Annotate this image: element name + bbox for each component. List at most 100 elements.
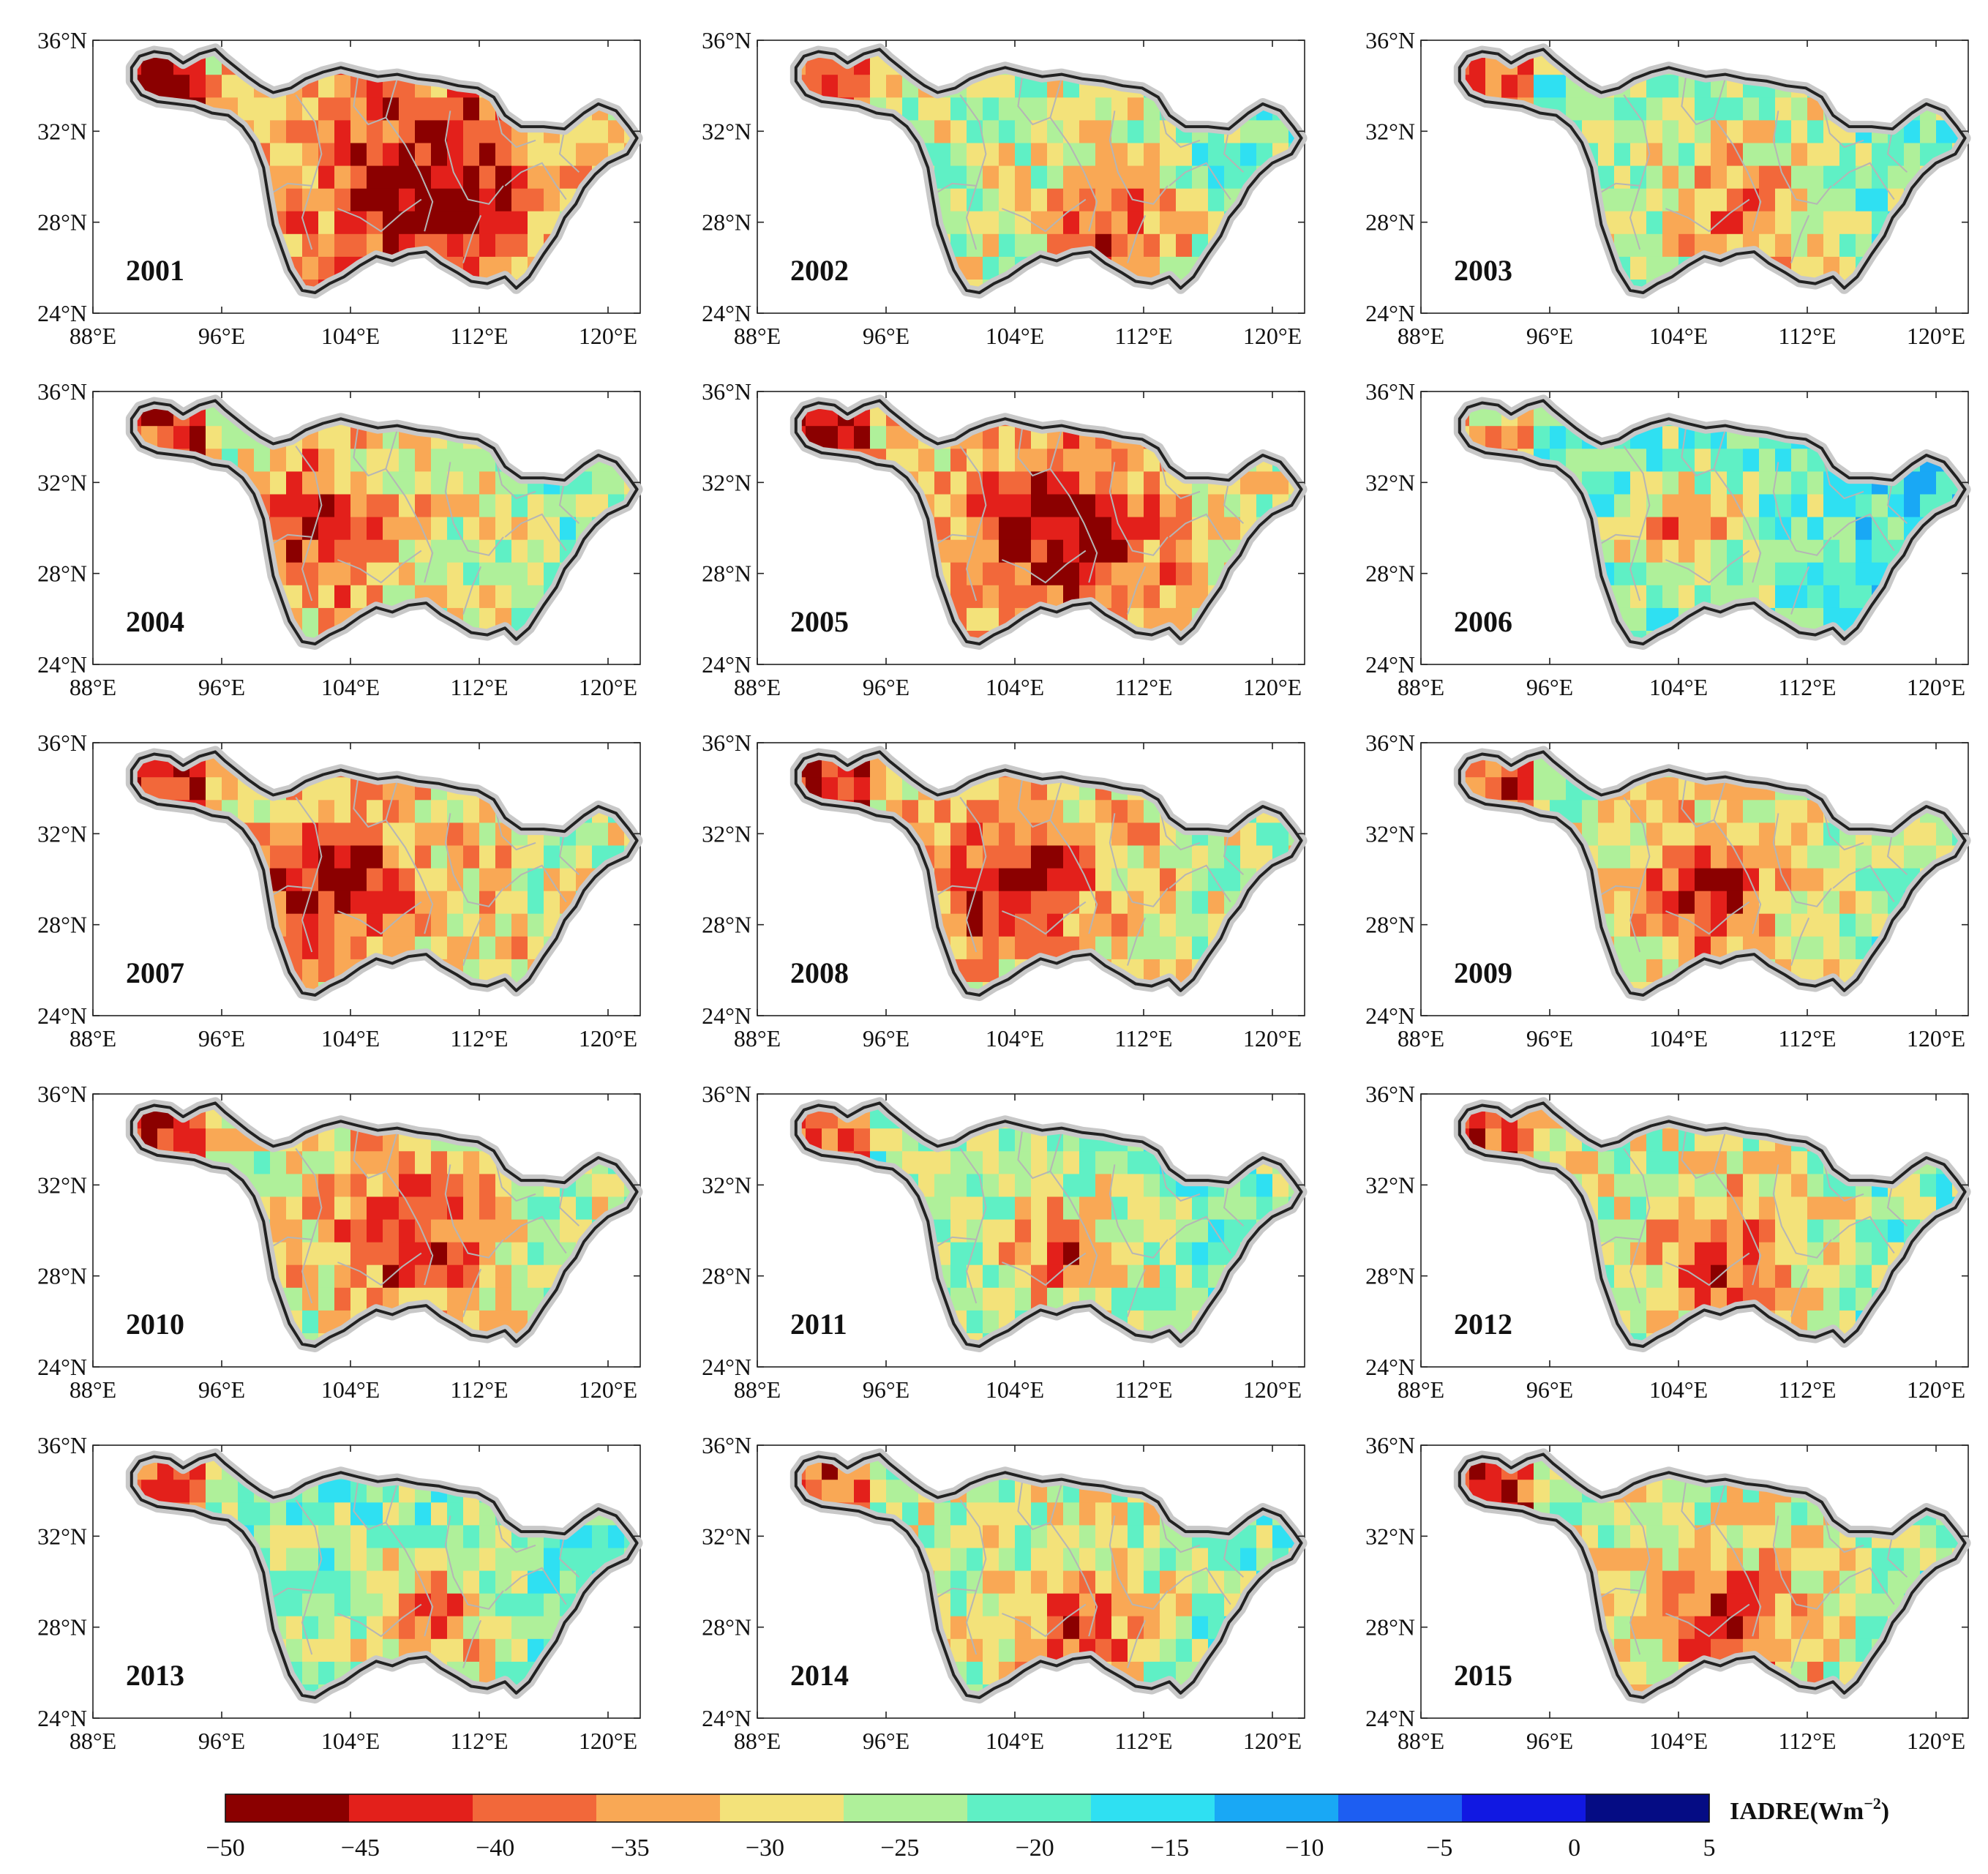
grid-cell [528,913,544,937]
grid-cell [1823,1287,1840,1311]
grid-cell [1015,471,1032,495]
colorbar-frame [225,1794,1710,1823]
colorbar-tick-label: −35 [610,1834,649,1862]
grid-cell [1662,1287,1679,1311]
grid-cell [1678,119,1695,143]
grid-cell [1015,891,1032,914]
grid-cell [1856,1547,1872,1571]
grid-cell [1031,891,1048,914]
grid-cell [511,936,528,959]
grid-cell [1031,844,1048,869]
grid-cell [1711,1173,1728,1197]
grid-cell [1015,425,1032,449]
grid-cell [1160,936,1177,959]
grid-cell [918,471,935,495]
grid-cell [1079,822,1096,846]
province-line [1169,162,1231,200]
grid-cell [318,119,335,143]
province-line [295,94,323,250]
grid-cell [399,211,416,234]
grid-cell [560,165,577,189]
grid-cell [1192,891,1209,914]
grid-cell [1646,959,1663,982]
grid-cell [318,425,335,449]
grid-cell [544,844,560,869]
grid-cell [318,799,335,823]
grid-cell [1695,936,1711,959]
grid-cell [334,562,351,585]
grid-cell [1775,822,1792,846]
grid-cell [479,1570,496,1594]
lon-tick-label: 104°E [986,1376,1044,1403]
province-line [959,446,987,601]
grid-cell [983,959,999,982]
grid-cell [950,1638,967,1662]
grid-cell [1176,211,1193,234]
lon-tick-label: 112°E [1778,323,1836,349]
grid-cell [1144,1310,1160,1333]
grid-cell [1646,585,1663,608]
grid-cell [560,1570,577,1594]
grid-cell [886,1128,903,1152]
grid-cell [1807,1638,1824,1662]
grid-cell [1759,891,1776,914]
grid-cell [431,119,448,143]
grid-cell [1111,562,1128,585]
province-line [1832,1215,1895,1254]
grid-cell [1678,1638,1695,1662]
grid-cell [1646,844,1663,869]
grid-cell [576,1524,593,1548]
grid-cell [206,74,222,98]
lat-tick-label: 36°N [702,1081,751,1107]
grid-cell [1662,1616,1679,1639]
grid-cell [999,1173,1016,1197]
grid-cell [870,776,887,801]
grid-cell [1015,1547,1032,1571]
grid-cell [1856,142,1872,166]
grid-cell [1534,1479,1550,1503]
grid-cell [1256,1524,1273,1548]
year-label: 2015 [1454,1659,1512,1692]
grid-cell [999,1570,1016,1594]
grid-cell [1128,1502,1144,1526]
grid-cell [495,844,512,869]
grid-cell [1240,1173,1257,1197]
grid-cell [1614,539,1631,563]
grid-cell [495,1593,512,1616]
grid-cell [1678,1479,1695,1503]
grid-cell [1095,585,1112,608]
grid-cell [983,1242,999,1265]
grid-cell [431,233,448,257]
grid-cell [1240,844,1257,869]
grid-cell [983,1524,999,1548]
grid-cell [967,142,983,166]
grid-cell [238,448,255,472]
province-line [1169,1215,1231,1254]
grid-cell [1501,1479,1518,1503]
lat-tick-label: 36°N [702,1432,751,1458]
grid-cell [399,1264,416,1288]
grid-cell [528,1616,544,1639]
grid-cell [1176,165,1193,189]
province-line [932,1587,977,1601]
grid-cell [999,822,1016,846]
grid-cell [1015,1502,1032,1526]
grid-cell [967,211,983,234]
grid-cell [1031,1242,1048,1265]
map-panel-2010: 88°E 96°E 104°E 112°E 120°E36°N32°N28°N24°N2… [37,1081,643,1403]
colorbar-tick-label: −5 [1426,1834,1452,1862]
grid-cell [447,913,464,937]
grid-cell [1775,1638,1792,1662]
grid-cell [950,868,967,891]
grid-cell [1872,493,1888,517]
grid-cell [1807,936,1824,959]
grid-cell [383,142,400,166]
grid-cell [1678,1570,1695,1594]
lon-tick-label: 104°E [1649,674,1708,700]
grid-cell [1031,562,1048,585]
grid-cell [1904,471,1921,495]
map-panel-2004: 88°E 96°E 104°E 112°E 120°E36°N32°N28°N24°N2… [37,378,643,700]
grid-cell [1128,1196,1144,1220]
grid-cell [1063,1219,1080,1243]
grid-cell [999,913,1016,937]
